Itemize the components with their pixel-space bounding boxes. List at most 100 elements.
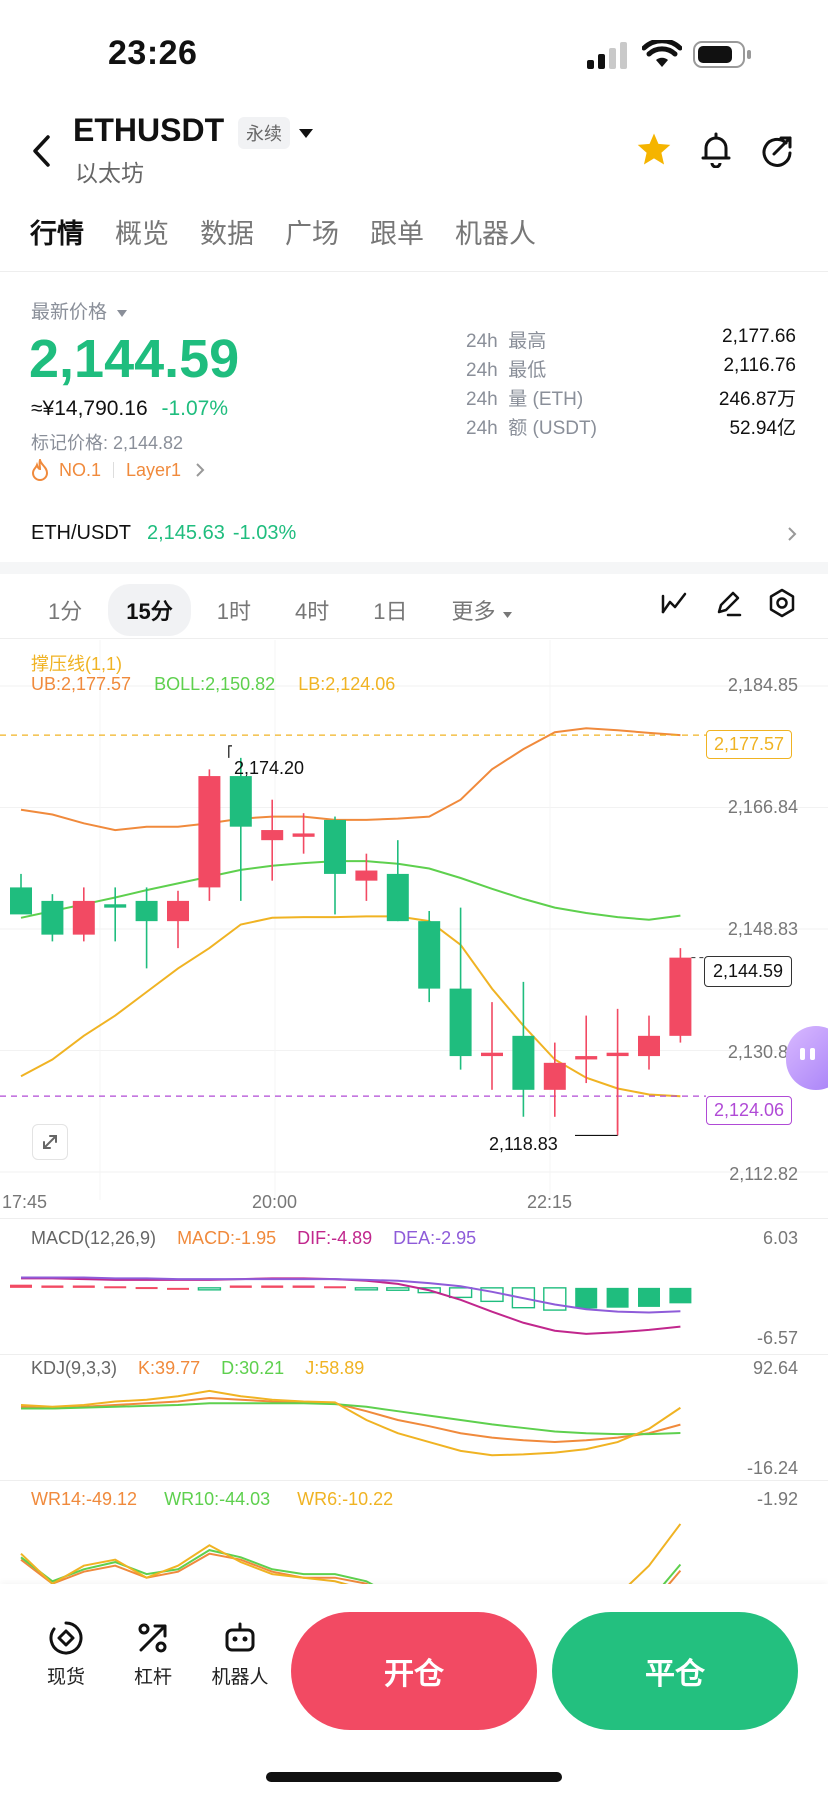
favorite-star-icon[interactable] (636, 132, 672, 171)
macd-title: MACD(12,26,9) (31, 1228, 157, 1248)
category-tag: Layer1 (126, 459, 182, 480)
settings-icon[interactable] (767, 588, 797, 623)
candle-body (481, 1052, 503, 1057)
chevron-right-icon (196, 463, 205, 477)
stat-high: 24h 最高 2,177.66 (466, 326, 796, 352)
signal-icon (585, 42, 629, 75)
battery-icon (693, 40, 753, 75)
section-gap (0, 562, 828, 574)
interval-bar: 1分 15分 1时 4时 1日 更多 (30, 584, 539, 636)
tab-copy-trade[interactable]: 跟单 (370, 219, 424, 249)
kdj-d: D:30.21 (221, 1358, 285, 1378)
floating-assistant-icon[interactable] (786, 1026, 828, 1090)
candle-body (543, 1062, 566, 1090)
interval-4h[interactable]: 4时 (294, 599, 330, 624)
macd-histogram-bar (354, 1287, 379, 1291)
tab-overview[interactable]: 概览 (115, 219, 169, 249)
latest-price-label[interactable]: 最新价格 (31, 297, 128, 324)
tab-market[interactable]: 行情 (30, 219, 84, 249)
kdj-k: K:39.77 (138, 1358, 201, 1378)
last-price-tag[interactable]: 2,144.59 (704, 956, 793, 987)
boll-lower-line (20, 915, 681, 1098)
tab-square[interactable]: 广场 (285, 219, 339, 249)
macd-histogram-bar (197, 1287, 222, 1291)
wr14-line (20, 1552, 682, 1584)
interval-1h[interactable]: 1时 (216, 599, 251, 624)
kdj-title: KDJ(9,3,3) (31, 1358, 118, 1378)
interval-more[interactable]: 更多 (433, 584, 530, 636)
close-position-button[interactable]: 平仓 (552, 1612, 798, 1730)
candle-body (355, 870, 378, 881)
chevron-right-icon (788, 526, 797, 541)
tabs-divider (0, 271, 828, 272)
candle-body (41, 900, 64, 935)
macd-chart (10, 1276, 692, 1335)
macd-histogram-bar (104, 1286, 127, 1289)
macd-dea: DEA:-2.95 (393, 1228, 477, 1248)
y-tick-label: 2,130.83 (727, 1042, 798, 1062)
macd-dif: DIF:-4.89 (297, 1228, 373, 1248)
indicator-icon[interactable] (660, 590, 688, 621)
interval-1d[interactable]: 1日 (373, 599, 408, 624)
macd-histogram-bar (669, 1287, 692, 1304)
interval-1m[interactable]: 1分 (48, 599, 83, 624)
bell-icon[interactable] (700, 132, 732, 173)
wr-top-label: -1.92 (756, 1489, 798, 1509)
candle-body (386, 873, 409, 922)
macd-bottom-label: -6.57 (756, 1328, 798, 1348)
boll-upper-line (20, 727, 681, 832)
candle-body (292, 833, 315, 837)
boll-mid-label: BOLL:2,150.82 (154, 674, 276, 694)
macd-histogram-bar (638, 1287, 660, 1307)
candle-body (135, 900, 158, 922)
open-position-button[interactable]: 开仓 (291, 1612, 537, 1730)
expand-icon[interactable] (32, 1124, 68, 1160)
price-cny-row: ≈¥14,790.16 -1.07% (31, 397, 228, 421)
macd-value: MACD:-1.95 (177, 1228, 277, 1248)
flame-icon (31, 459, 49, 481)
macd-legend: MACD(12,26,9) MACD:-1.95 DIF:-4.89 DEA:-… (31, 1228, 476, 1249)
candle-body (669, 957, 692, 1036)
kdj-bottom-label: -16.24 (746, 1458, 798, 1478)
spot-pair-row[interactable]: ETH/USDT 2,145.63 -1.03% (31, 522, 797, 545)
interval-15m[interactable]: 15分 (108, 584, 191, 636)
symbol-dropdown-icon[interactable] (298, 126, 314, 144)
kdj-top-label: 92.64 (752, 1358, 798, 1378)
x-tick-label: 22:15 (527, 1192, 573, 1212)
tab-data[interactable]: 数据 (200, 219, 254, 249)
kdj-d-line (21, 1402, 681, 1436)
macd-histogram-bar (135, 1287, 158, 1290)
spot-nav-item[interactable]: 现货 (31, 1620, 101, 1689)
tag-row[interactable]: NO.1 Layer1 (31, 459, 205, 481)
wifi-icon (641, 38, 683, 75)
macd-histogram-bar (72, 1285, 95, 1288)
macd-histogram-bar (10, 1284, 32, 1288)
draw-pen-icon[interactable] (714, 589, 742, 622)
macd-histogram-bar (606, 1287, 629, 1308)
leverage-nav-item[interactable]: 杠杆 (118, 1620, 188, 1689)
leverage-icon (138, 1623, 167, 1653)
low-annotation: 2,118.83 (489, 1134, 558, 1154)
macd-histogram-bar (543, 1287, 567, 1311)
share-icon[interactable] (760, 134, 794, 173)
candle-body (512, 1035, 535, 1090)
candle-body (418, 921, 441, 989)
mark-price: 标记价格: 2,144.82 (31, 433, 184, 453)
bot-nav-item[interactable]: 机器人 (205, 1620, 275, 1689)
chart-divider (0, 1218, 828, 1219)
candlestick-chart[interactable] (0, 640, 828, 1200)
spot-pair-change: -1.03% (232, 522, 297, 544)
home-indicator (266, 1772, 562, 1782)
macd-histogram-bar (41, 1285, 64, 1288)
candle-body (72, 900, 95, 935)
back-icon[interactable] (30, 134, 52, 173)
robot-icon (225, 1622, 255, 1652)
macd-histogram-bar (167, 1287, 189, 1290)
wr14-value: WR14:-49.12 (31, 1489, 138, 1509)
tab-bot[interactable]: 机器人 (455, 219, 536, 249)
symbol-title[interactable]: ETHUSDT (73, 112, 225, 148)
kdj-k-line (20, 1396, 681, 1444)
candle-body (229, 776, 252, 827)
spot-pair-name: ETH/USDT (31, 522, 131, 544)
macd-top-label: 6.03 (762, 1228, 798, 1248)
